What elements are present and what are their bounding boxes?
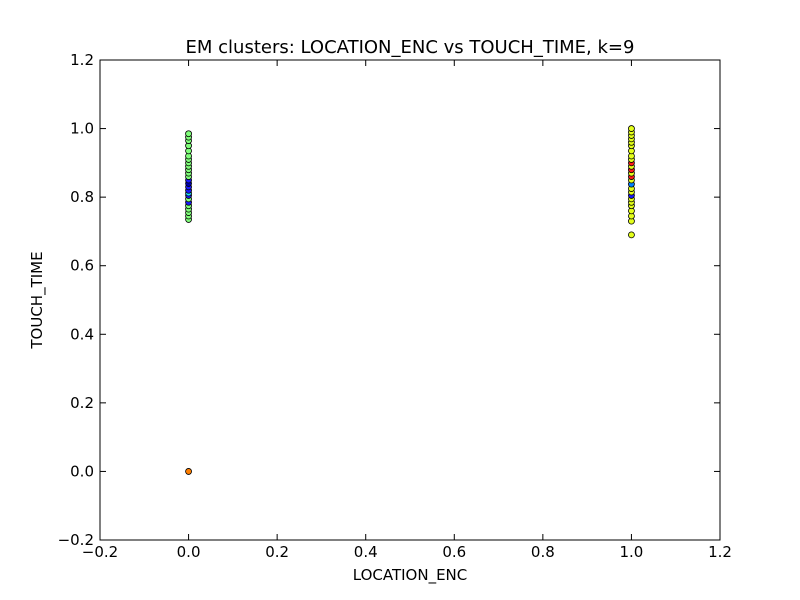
x-tick-label: 0.4 (354, 543, 378, 561)
y-tick-label: 0.2 (70, 394, 94, 412)
y-tick-label: −0.2 (58, 531, 94, 549)
y-axis-label: TOUCH_TIME (28, 251, 47, 349)
plot-area (100, 60, 720, 540)
y-tick-label: 1.0 (70, 120, 94, 138)
x-tick-label: 1.0 (619, 543, 643, 561)
data-point (185, 468, 192, 475)
x-tick-label: 1.2 (708, 543, 732, 561)
y-tick-label: 0.8 (70, 188, 94, 206)
data-point (185, 130, 192, 138)
x-tick-label: 0.6 (442, 543, 466, 561)
data-point (628, 125, 635, 132)
y-tick-label: 1.2 (70, 51, 94, 69)
y-tick-label: 0.4 (70, 325, 94, 343)
y-tick-label: 0.6 (70, 257, 94, 275)
y-tick-label: 0.0 (70, 462, 94, 480)
tick-labels: −0.2 0.0 0.2 0.4 0.6 0.8 1.0 1.2 −0.2 0.0 0.2 0.4 0.… (58, 51, 732, 561)
data-point (628, 231, 635, 239)
chart-title: EM clusters: LOCATION_ENC vs TOUCH_TIME,… (186, 37, 635, 58)
x-tick-label: 0.2 (265, 543, 289, 561)
x-axis-label: LOCATION_ENC (353, 566, 468, 585)
data-points (185, 125, 635, 475)
x-tick-label: 0.8 (531, 543, 555, 561)
x-tick-label: 0.0 (177, 543, 201, 561)
plot-frame (99, 59, 721, 541)
x-tick-label: −0.2 (82, 543, 118, 561)
